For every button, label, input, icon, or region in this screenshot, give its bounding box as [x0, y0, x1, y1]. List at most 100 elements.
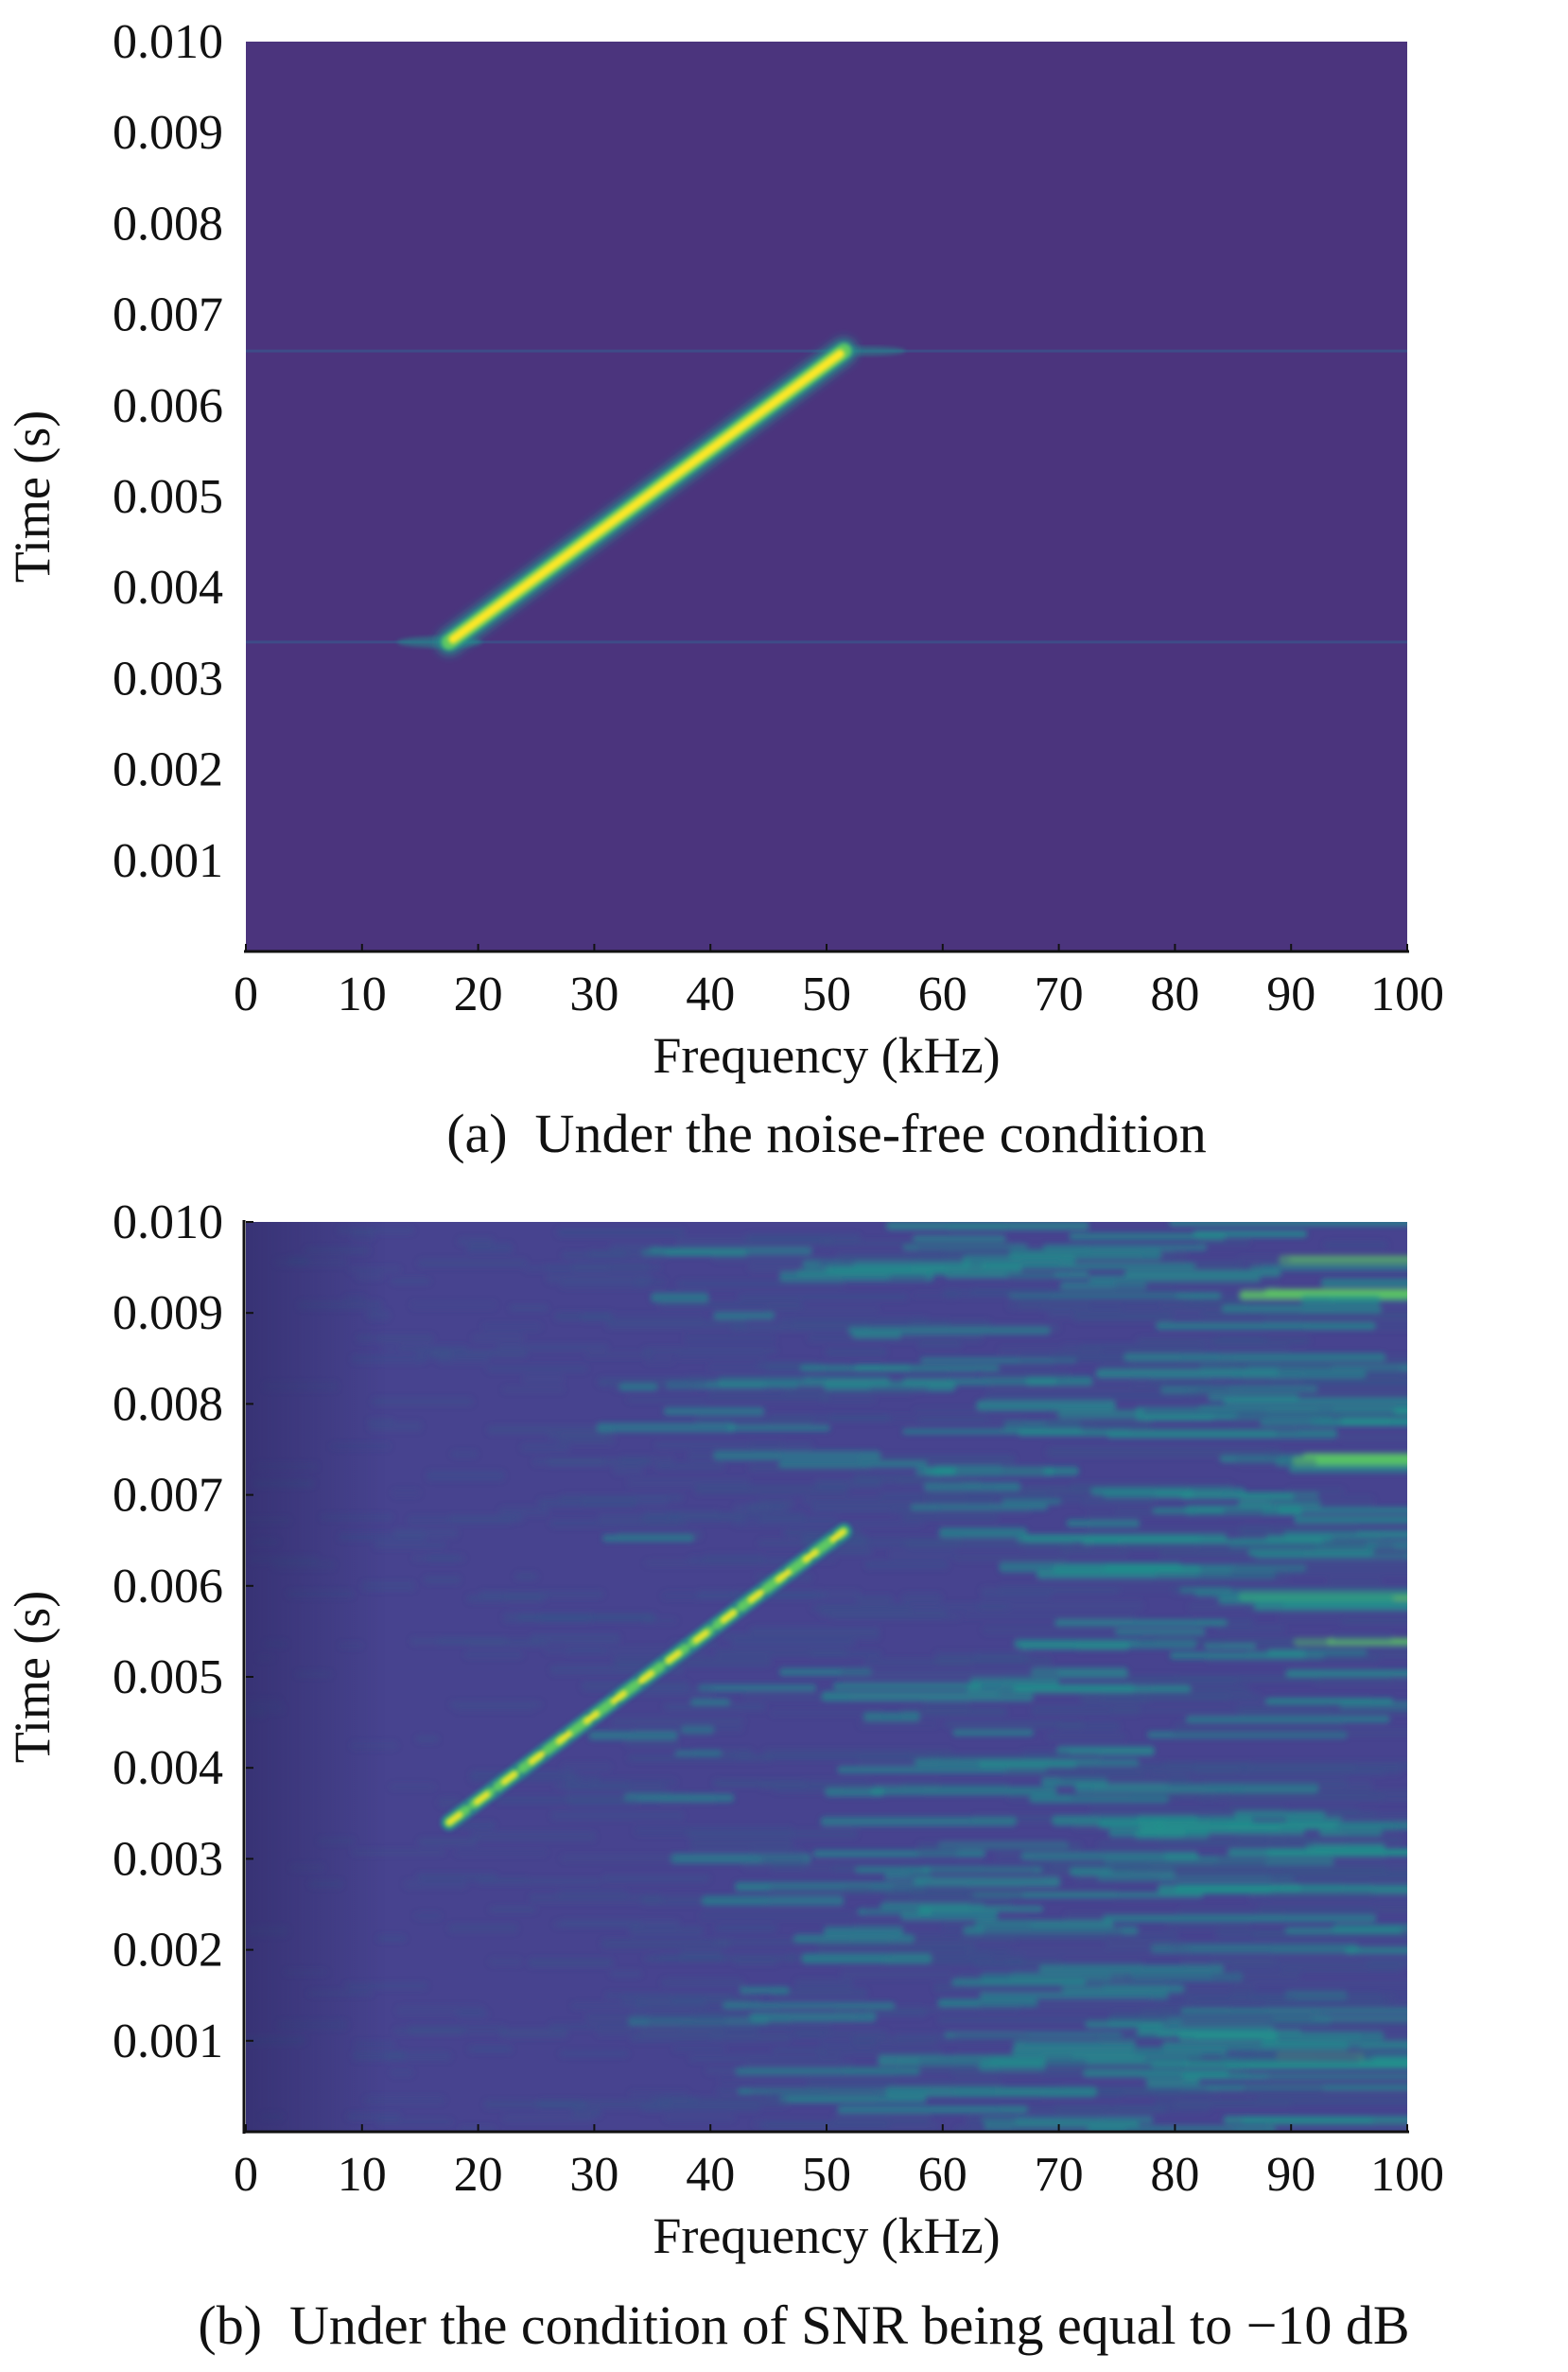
- noise-streak: [1264, 1288, 1407, 1296]
- noise-streak: [808, 1369, 950, 1381]
- noise-streak: [438, 1797, 461, 1808]
- y-tick-label: 0.005: [113, 470, 223, 524]
- noise-streak: [714, 1924, 777, 1933]
- noise-streak: [571, 2001, 645, 2010]
- noise-streak: [1231, 1414, 1342, 1425]
- x-tick-label: 40: [686, 2148, 735, 2202]
- noise-streak: [888, 1548, 957, 1560]
- noise-streak: [1090, 1487, 1246, 1495]
- y-tick-label: 0.009: [113, 106, 223, 160]
- noise-streak: [978, 2062, 1046, 2071]
- noise-streak: [1249, 1992, 1384, 2002]
- noise-streak: [777, 1316, 929, 1326]
- x-tick-label: 90: [1266, 2148, 1315, 2202]
- y-tick-label: 0.010: [113, 1195, 223, 1249]
- noise-streak: [487, 1425, 615, 1435]
- noise-streak: [605, 1319, 748, 1329]
- noise-streak: [821, 1239, 1011, 1247]
- noise-streak: [651, 1292, 709, 1303]
- noise-streak: [885, 1222, 1089, 1230]
- noise-streak: [698, 1683, 817, 1692]
- noise-streak: [1046, 1447, 1281, 1458]
- noise-streak: [601, 1938, 731, 1949]
- noise-streak: [644, 1354, 675, 1365]
- x-tick-label: 60: [918, 968, 967, 1021]
- noise-streak: [663, 2113, 736, 2122]
- noise-streak: [783, 1388, 914, 1396]
- noise-streak: [765, 1307, 880, 1314]
- noise-streak: [426, 1471, 505, 1481]
- chart-noise-free: 0 10 20 30 40 50 60 70 80 90 100 0.0010.0020.0030.…: [4, 15, 1444, 1164]
- noise-streak: [1288, 1464, 1407, 1474]
- noise-streak: [1277, 2032, 1407, 2042]
- noise-streak: [837, 1766, 1048, 1774]
- noise-streak: [832, 1682, 983, 1690]
- noise-streak: [467, 2045, 514, 2053]
- x-tick-label: 20: [454, 2148, 503, 2202]
- noise-streak: [863, 1712, 920, 1722]
- y-tick-label: 0.008: [113, 1377, 223, 1431]
- noise-streak: [738, 1293, 909, 1301]
- noise-streak: [655, 1462, 725, 1471]
- noise-streak: [1266, 2073, 1407, 2083]
- noise-streak: [679, 1949, 723, 1960]
- noise-streak: [730, 1322, 870, 1332]
- y-tick-label: 0.004: [113, 561, 223, 615]
- noise-streak: [674, 1750, 723, 1756]
- noise-streak: [974, 1653, 1026, 1663]
- x-axis-label-a: Frequency (kHz): [653, 1027, 1000, 1084]
- noise-streak: [1234, 1811, 1326, 1820]
- noise-streak: [559, 2050, 629, 2057]
- noise-streak: [1018, 1302, 1090, 1310]
- noise-streak: [373, 1541, 447, 1549]
- noise-streak: [629, 2089, 689, 2101]
- noise-streak: [1109, 2009, 1175, 2019]
- noise-streak: [1171, 1585, 1407, 1596]
- y-tick-label: 0.005: [113, 1650, 223, 1704]
- noise-streak: [745, 1233, 862, 1244]
- noise-streak: [375, 1334, 434, 1344]
- x-tick-label: 40: [686, 968, 735, 1021]
- plot-area-b: [246, 1222, 1407, 2132]
- noise-streak: [409, 1300, 497, 1310]
- noise-streak: [675, 1353, 768, 1360]
- noise-streak: [970, 1892, 1204, 1898]
- noise-streak: [811, 1503, 938, 1513]
- noise-streak: [1137, 2025, 1275, 2034]
- noise-streak: [417, 1259, 528, 1268]
- noise-streak: [642, 1617, 678, 1624]
- y-tick-label: 0.006: [113, 1560, 223, 1613]
- noise-streak: [627, 1754, 773, 1762]
- noise-streak: [1246, 1764, 1356, 1772]
- noise-streak: [810, 1650, 882, 1658]
- x-tick-label: 50: [802, 968, 851, 1021]
- y-tick-label: 0.002: [113, 743, 223, 797]
- noise-streak: [499, 2028, 568, 2038]
- noise-streak: [1231, 1980, 1407, 1987]
- noise-streak: [944, 1720, 1085, 1728]
- noise-streak: [1235, 1702, 1407, 1713]
- noise-streak: [463, 1650, 524, 1659]
- noise-streak: [1013, 1684, 1192, 1693]
- noise-streak: [588, 1731, 678, 1740]
- noise-streak: [1168, 1222, 1407, 1227]
- noise-streak: [979, 1992, 1169, 1999]
- noise-streak: [778, 1460, 928, 1468]
- noise-streak: [727, 1424, 830, 1432]
- noise-streak: [825, 1347, 887, 1357]
- noise-streak: [629, 1926, 705, 1936]
- noise-streak: [1081, 1425, 1299, 1434]
- noise-streak: [627, 1477, 751, 1488]
- noise-streak: [395, 2006, 485, 2015]
- noise-streak: [769, 1710, 883, 1717]
- noise-streak: [916, 1341, 963, 1350]
- noise-streak: [702, 1895, 845, 1907]
- y-tick-label: 0.008: [113, 197, 223, 251]
- noise-streak: [626, 1396, 707, 1403]
- y-tick-labels-a: 0.001 0.002 0.003 0.004 0.005 0.006 0.007 0.008…: [113, 15, 223, 888]
- noise-streak: [1176, 1908, 1377, 1915]
- noise-streak: [581, 1496, 670, 1507]
- noise-streak: [749, 2012, 877, 2022]
- noise-streak: [454, 1848, 548, 1857]
- noise-streak: [620, 1996, 749, 2007]
